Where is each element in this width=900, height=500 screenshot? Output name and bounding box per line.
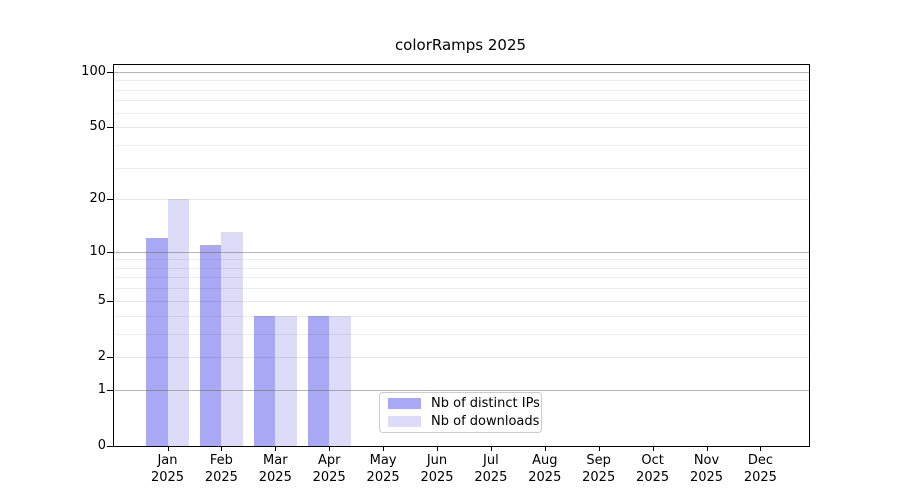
y-tick-mark-1	[107, 389, 113, 391]
gridline-y-90	[114, 80, 809, 82]
y-axis-label-20: 20	[89, 191, 106, 207]
chart-legend: Nb of distinct IPs Nb of downloads	[379, 392, 542, 433]
bar-downloads-jan	[167, 199, 189, 446]
x-axis-label-aug: Aug 2025	[528, 453, 562, 485]
legend-item-downloads: Nb of downloads	[388, 413, 539, 431]
x-axis-label-sep: Sep 2025	[582, 453, 616, 485]
y-tick-mark-5	[107, 300, 113, 302]
x-tick-mark-may	[383, 447, 385, 451]
bar-downloads-feb	[221, 232, 243, 446]
gridline-y-9	[114, 259, 809, 261]
bar-distinct-ips-feb	[199, 244, 222, 446]
gridline-y-5	[114, 300, 809, 302]
gridline-y-20	[114, 199, 809, 201]
x-axis-label-apr: Apr 2025	[312, 453, 346, 485]
legend-label-distinct-ips: Nb of distinct IPs	[431, 396, 540, 412]
y-axis-label-50: 50	[89, 119, 106, 135]
legend-label-downloads: Nb of downloads	[431, 413, 540, 429]
y-tick-mark-0	[107, 446, 113, 447]
gridline-y-3	[114, 333, 809, 335]
gridline-y-50	[114, 127, 809, 129]
x-tick-mark-oct	[652, 447, 654, 451]
x-tick-mark-dec	[760, 447, 762, 451]
gridline-y-2	[114, 356, 809, 358]
x-axis-label-jun: Jun 2025	[420, 453, 454, 485]
gridline-y-6	[114, 288, 809, 290]
legend-swatch-distinct-ips	[388, 398, 421, 410]
y-axis-label-0: 0	[97, 438, 106, 453]
bar-distinct-ips-apr	[307, 315, 330, 446]
x-axis-label-dec: Dec 2025	[743, 453, 777, 485]
plot-area: Nb of distinct IPs Nb of downloads 0 1 2 5 1…	[81, 64, 810, 485]
bar-downloads-mar	[275, 315, 297, 446]
legend-swatch-downloads	[388, 415, 421, 427]
gridline-y-40	[114, 144, 809, 146]
bar-downloads-apr	[329, 315, 351, 446]
y-axis-label-5: 5	[97, 292, 106, 308]
x-axis-label-may: May 2025	[366, 453, 400, 485]
y-tick-mark-2	[107, 356, 113, 358]
legend-item-distinct-ips: Nb of distinct IPs	[388, 395, 540, 413]
bar-distinct-ips-jan	[146, 238, 168, 446]
y-tick-mark-50	[107, 127, 113, 129]
y-axis-label-1: 1	[97, 381, 106, 397]
y-axis-label-100: 100	[81, 63, 106, 79]
y-tick-mark-20	[107, 199, 113, 201]
gridline-y-30	[114, 167, 809, 169]
x-tick-mark-aug	[544, 447, 546, 451]
gridline-y-7	[114, 277, 809, 279]
x-axis-label-oct: Oct 2025	[636, 453, 670, 485]
x-axis-label-jul: Jul 2025	[474, 453, 508, 485]
gridline-y-1	[114, 389, 809, 391]
y-axis-label-2: 2	[97, 348, 106, 364]
gridline-y-8	[114, 267, 809, 269]
gridline-y-100	[114, 71, 809, 73]
chart-title: colorRamps 2025	[394, 36, 527, 54]
x-tick-mark-jul	[490, 447, 492, 451]
y-tick-mark-10	[107, 251, 113, 253]
x-axis-label-mar: Mar 2025	[258, 453, 292, 485]
x-axis-label-feb: Feb 2025	[204, 453, 238, 485]
x-axis-label-jan: Jan 2025	[150, 453, 185, 485]
gridline-y-70	[114, 100, 809, 102]
x-tick-mark-mar	[275, 447, 277, 451]
x-tick-mark-jan	[167, 447, 169, 451]
x-axis-label-nov: Nov 2025	[689, 453, 724, 485]
gridline-y-60	[114, 112, 809, 114]
x-tick-mark-jun	[437, 447, 438, 451]
x-tick-mark-nov	[706, 447, 708, 451]
y-tick-mark-100	[107, 71, 113, 73]
gridline-y-10	[114, 251, 809, 253]
x-tick-mark-sep	[598, 447, 600, 451]
x-tick-mark-apr	[329, 447, 331, 451]
gridline-y-80	[114, 89, 809, 91]
gridline-y-4	[114, 315, 809, 317]
x-tick-mark-feb	[221, 447, 223, 451]
bar-distinct-ips-mar	[253, 315, 276, 446]
y-axis-label-10: 10	[89, 243, 106, 259]
